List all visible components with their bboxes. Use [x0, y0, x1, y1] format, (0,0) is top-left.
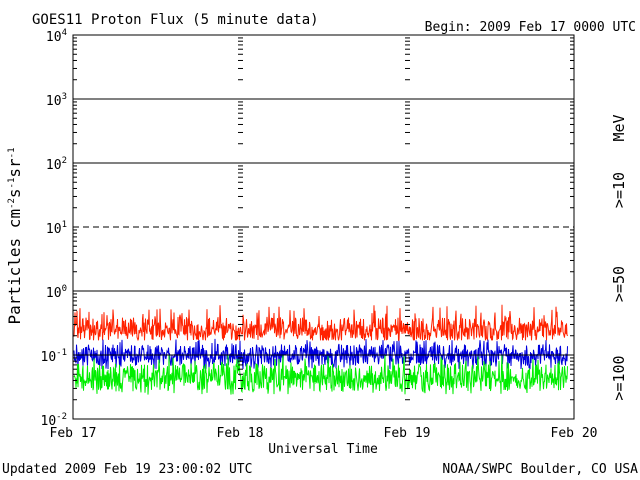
x-tick-labels: Feb 17 Feb 18 Feb 19 Feb 20	[50, 426, 598, 441]
y-tick-label: 100	[46, 284, 67, 301]
flux-series-group	[73, 304, 568, 395]
legend-series-100mev: >=100	[610, 355, 628, 400]
x-axis-label: Universal Time	[268, 442, 378, 457]
x-tick-label: Feb 19	[384, 426, 431, 441]
y-tick-label: 101	[46, 220, 67, 237]
y-tick-label: 103	[46, 92, 67, 109]
begin-time-label: Begin: 2009 Feb 17 0000 UTC	[425, 20, 636, 35]
flux-series-line-2	[73, 355, 568, 395]
x-tick-label: Feb 20	[551, 426, 598, 441]
legend-series-10mev: >=10	[610, 172, 628, 208]
y-tick-label: 102	[46, 156, 67, 173]
y-tick-labels: 104 103 102 101 100 10-1 10-2	[41, 28, 68, 429]
x-tick-label: Feb 18	[217, 426, 264, 441]
y-tick-label: 10-2	[41, 412, 68, 429]
credit-label: NOAA/SWPC Boulder, CO USA	[442, 462, 638, 477]
chart-title: GOES11 Proton Flux (5 minute data)	[32, 12, 319, 28]
grid-lines	[73, 37, 574, 401]
x-tick-label: Feb 17	[50, 426, 97, 441]
updated-timestamp: Updated 2009 Feb 19 23:00:02 UTC	[2, 462, 252, 477]
y-tick-label: 104	[46, 28, 67, 45]
flux-series-line-0	[73, 304, 568, 342]
legend-unit-label: MeV	[610, 114, 628, 141]
legend-series-50mev: >=50	[610, 266, 628, 302]
y-tick-label: 10-1	[41, 348, 68, 365]
flux-series-line-1	[73, 338, 568, 370]
y-axis-label: Particles cm-2s-1sr-1	[5, 147, 24, 324]
day-boundary-ticks	[238, 37, 410, 420]
plot-frame	[72, 34, 575, 420]
